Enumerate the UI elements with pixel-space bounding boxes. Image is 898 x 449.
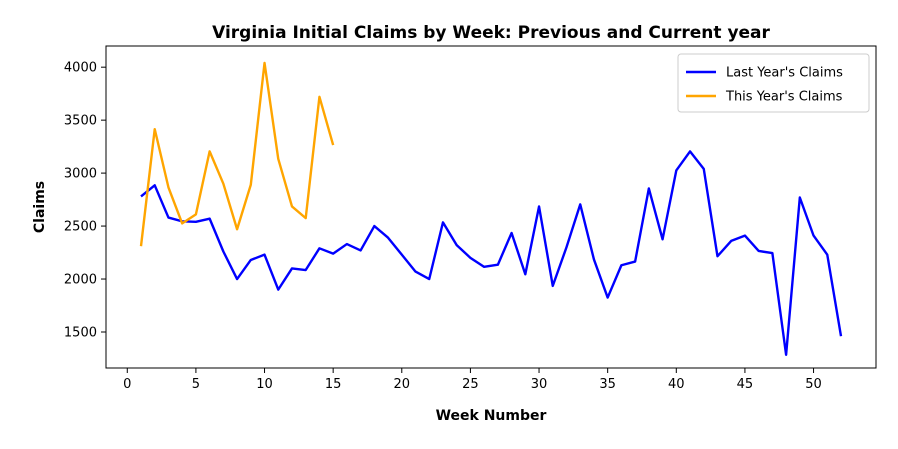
y-tick-label: 3500 (64, 114, 97, 129)
x-tick-label: 10 (256, 377, 273, 392)
series-line-1 (139, 61, 335, 247)
x-tick-label: 5 (192, 377, 200, 392)
x-tick-label: 15 (325, 377, 342, 392)
y-tick-label: 3000 (64, 167, 97, 182)
legend: Last Year's Claims This Year's Claims (677, 53, 870, 113)
x-axis-label: Week Number (436, 408, 547, 424)
y-tick-label: 2000 (64, 273, 97, 288)
y-axis: 1500 2000 2500 3000 3500 4000 (64, 61, 106, 340)
y-axis-label: Claims (32, 181, 48, 233)
x-tick-label: 20 (394, 377, 411, 392)
x-tick-label: 40 (668, 377, 685, 392)
x-tick-label: 30 (531, 377, 548, 392)
x-tick-label: 35 (599, 377, 616, 392)
chart-title: Virginia Initial Claims by Week: Previou… (212, 23, 770, 43)
legend-label-0: Last Year's Claims (726, 66, 843, 81)
x-tick-label: 25 (462, 377, 479, 392)
plot-area (139, 61, 843, 356)
legend-label-1: This Year's Claims (725, 90, 843, 105)
y-tick-label: 1500 (64, 325, 97, 340)
x-tick-label: 50 (805, 377, 822, 392)
series-line-0 (140, 150, 843, 356)
x-axis: 0 5 10 15 20 25 30 35 40 45 50 (123, 368, 822, 392)
x-tick-label: 45 (737, 377, 754, 392)
x-tick-label: 0 (123, 377, 131, 392)
plot-frame (105, 45, 877, 369)
legend-frame (677, 53, 870, 113)
y-tick-label: 2500 (64, 220, 97, 235)
y-tick-label: 4000 (64, 61, 97, 76)
